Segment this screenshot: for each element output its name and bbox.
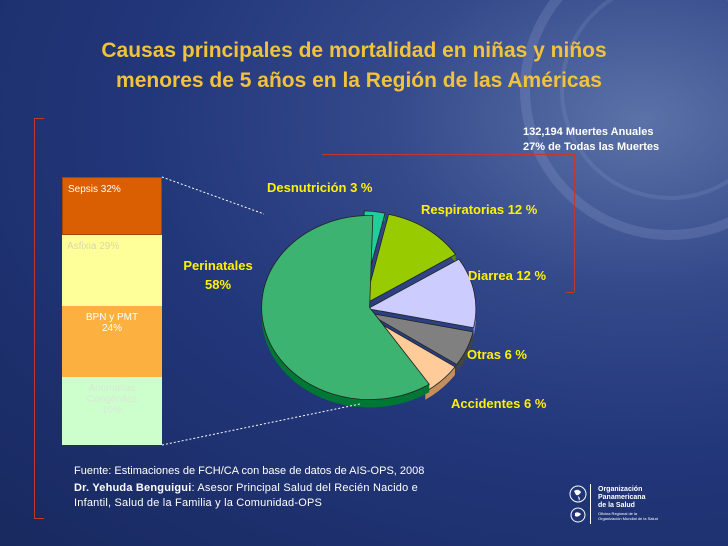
pie-slice-2 — [366, 258, 477, 329]
stack-label-bpn-line-2: 24% — [101, 323, 122, 334]
logo-sub-line-1: Oficina Regional de la — [598, 511, 638, 516]
pie-slice-side-3 — [456, 331, 474, 373]
leader-line-0 — [161, 176, 265, 215]
stack-label-anom-line-1: Anomalías — [88, 383, 136, 394]
logo-sub-line-2: Organización Mundial de la Salud — [598, 516, 658, 521]
footer-author-role: : Asesor Principal Salud del Recién Naci… — [191, 482, 418, 494]
stack-segment-asfixia: Asfixia 29% — [62, 235, 162, 306]
percent-deaths-label: 27% de Todas las Muertes — [523, 141, 660, 153]
right-bracket — [574, 154, 575, 292]
footer-author-role-2: Infantil, Salud de la Familia y la Comun… — [74, 497, 323, 509]
ops-logo-subtitle: Oficina Regional de la Organización Mund… — [598, 511, 678, 521]
left-bracket — [34, 118, 35, 518]
pie-label-perinatales-line-2: 58% — [204, 277, 232, 292]
left-bracket-top — [34, 118, 44, 119]
logo-name-line-2: Panamericana — [598, 494, 646, 501]
right-bracket-bottom — [566, 292, 574, 293]
slide-title-line-1: Causas principales de mortalidad en niña… — [101, 39, 607, 62]
stack-segment-sepsis: Sepsis 32% — [62, 177, 162, 235]
pie-label-diarrea: Diarrea 12 % — [468, 268, 547, 283]
footer-author-name: Dr. Yehuda Benguigui — [74, 482, 192, 494]
stack-label-anom-line-3: 10% — [101, 405, 122, 416]
left-bracket-bottom — [34, 518, 44, 519]
stack-label-asfixia: Asfixia 29% — [67, 241, 120, 252]
stack-segment-bpn-pmt: BPN y PMT 24% — [62, 306, 162, 377]
pie-label-accidentes: Accidentes 6 % — [451, 396, 547, 411]
ops-globe-icon — [569, 485, 587, 523]
ops-logo-name: Organización Panamericana de la Salud — [598, 486, 678, 510]
pie-label-perinatales: Perinatales 58% — [176, 256, 260, 294]
pie-slice-3 — [367, 312, 474, 366]
pie-label-otras: Otras 6 % — [467, 347, 527, 362]
annual-deaths-label: 132,194 Muertes Anuales — [523, 126, 654, 138]
pie-label-perinatales-line-1: Perinatales — [183, 258, 253, 273]
footer-author: Dr. Yehuda Benguigui: Asesor Principal S… — [74, 482, 418, 494]
stack-segment-anomalias: Anomalías Congénitas 10% — [62, 377, 162, 445]
logo-name-line-3: de la Salud — [598, 502, 635, 509]
stack-label-bpn-line-1: BPN y PMT — [85, 312, 139, 323]
pie-slice-side-4 — [425, 366, 455, 400]
pie-slice-5 — [261, 215, 430, 400]
pie-label-respiratorias: Respiratorias 12 % — [421, 202, 538, 217]
stack-label-sepsis: Sepsis 32% — [68, 184, 121, 195]
footer-source: Fuente: Estimaciones de FCH/CA con base … — [74, 465, 425, 477]
stack-label-anom-line-2: Congénitas — [86, 394, 138, 405]
pie-slice-1 — [363, 213, 457, 305]
pie-label-desnutricion: Desnutrición 3 % — [267, 180, 373, 195]
leader-line-1 — [161, 403, 361, 446]
logo-name-line-1: Organización — [598, 486, 643, 493]
logo-divider — [590, 484, 591, 524]
right-bracket-top — [322, 154, 574, 155]
slide-title-line-2: menores de 5 años en la Región de las Am… — [116, 69, 602, 92]
